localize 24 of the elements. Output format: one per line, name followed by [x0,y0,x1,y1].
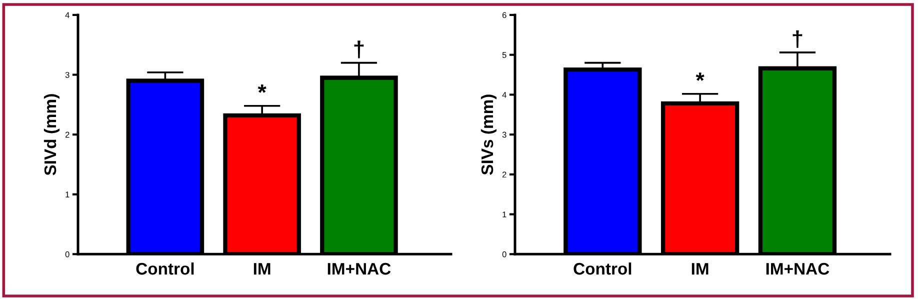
y-tick-label: 1 [502,212,506,218]
x-tick-label: Control [574,262,632,275]
annotation: * [696,72,704,81]
y-tick-label: 3 [502,132,506,138]
y-axis-title: SIVd (mm) [44,94,60,176]
y-tick-label: 1 [66,192,70,198]
y-tick-label: 4 [502,92,506,98]
x-tick-label: IM [254,263,270,275]
y-tick-label: 6 [502,12,506,18]
y-tick-label: 0 [502,251,506,258]
x-tick-label: IM [692,263,708,275]
x-tick-label: IM+NAC [766,262,830,275]
x-tick-label: IM+NAC [328,262,391,275]
y-tick-label: 3 [65,72,70,78]
y-axis-title: SIVs (mm) [480,94,496,175]
y-tick-label: 2 [65,132,70,138]
x-tick-label: Control [136,262,194,275]
annotation: * [258,84,266,93]
annotation: † [792,30,802,48]
y-tick-label: 5 [502,52,506,58]
y-tick-label: 2 [502,172,506,178]
annotation: † [354,40,364,58]
y-tick-label: 4 [65,12,70,18]
y-tick-label: 0 [65,251,70,258]
